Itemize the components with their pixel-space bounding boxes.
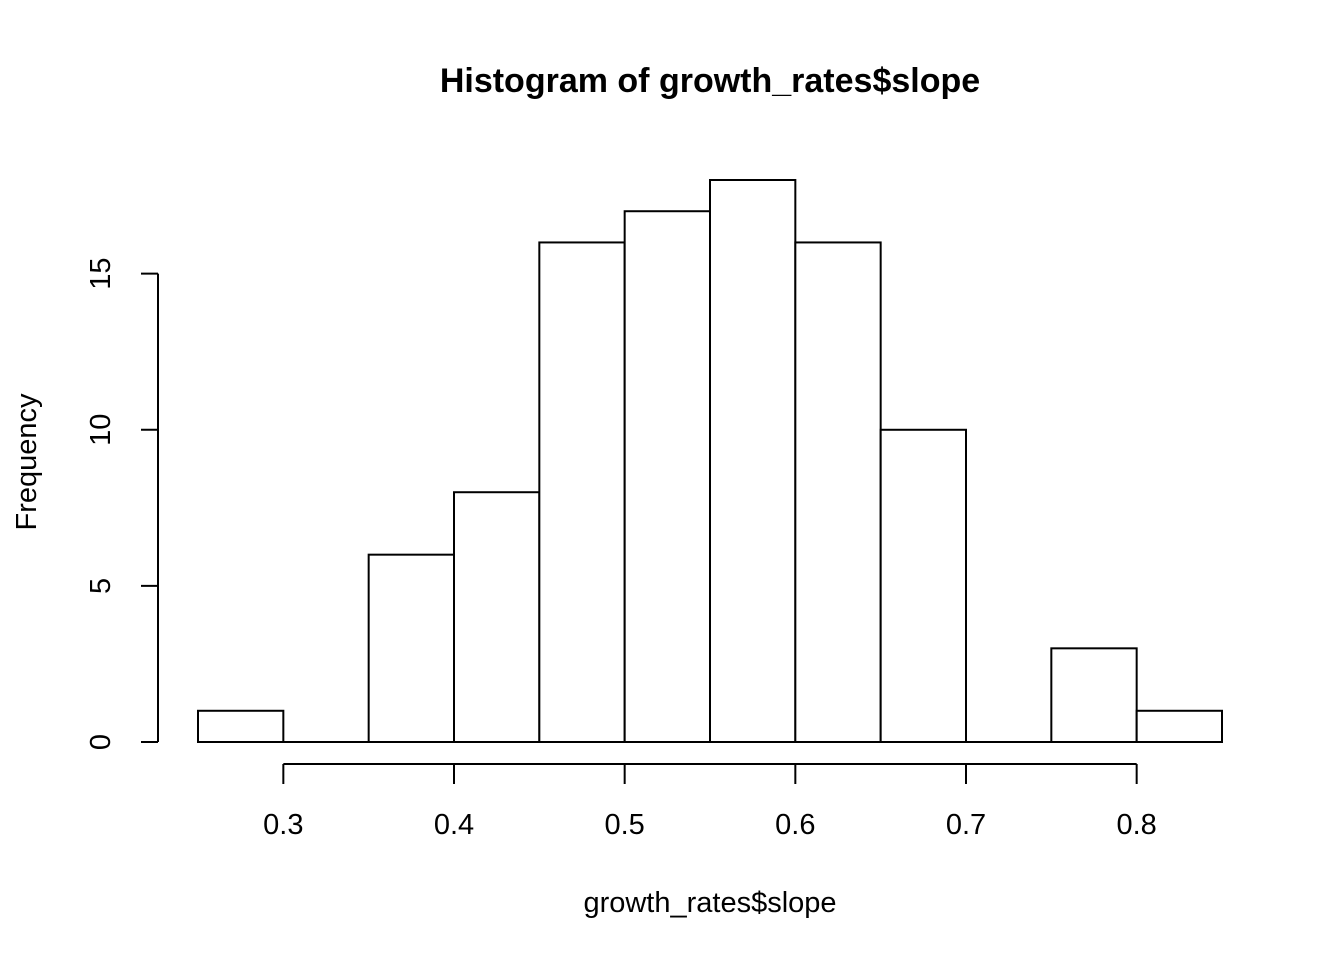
x-tick-label: 0.6 [775, 809, 815, 841]
x-tick-label: 0.5 [605, 809, 645, 841]
histogram-bar [794, 241, 882, 743]
histogram-bar [453, 491, 541, 743]
histogram-bar [538, 241, 626, 743]
x-tick-label: 0.3 [263, 809, 303, 841]
histogram-bar [709, 179, 797, 743]
histogram-bar [197, 709, 285, 743]
y-axis: 0 5 10 15 [85, 258, 159, 750]
y-tick-label: 15 [85, 258, 117, 290]
x-axis-label: growth_rates$slope [583, 887, 836, 919]
histogram-bar [367, 553, 455, 744]
x-tick-label: 0.8 [1117, 809, 1157, 841]
chart-title: Histogram of growth_rates$slope [440, 62, 980, 100]
histogram-bar [623, 210, 712, 743]
x-tick-label: 0.7 [946, 809, 986, 841]
histogram-bar [879, 428, 968, 743]
histogram-bar [1050, 647, 1138, 743]
x-axis: 0.3 0.4 0.5 0.6 0.7 0.8 [263, 763, 1157, 841]
histogram-bar [1135, 709, 1223, 743]
y-axis-label: Frequency [11, 393, 43, 531]
bars-group [197, 179, 1223, 744]
y-tick-label: 5 [85, 578, 117, 594]
y-tick-label: 0 [85, 734, 117, 750]
x-tick-label: 0.4 [434, 809, 474, 841]
y-tick-label: 10 [85, 414, 117, 446]
